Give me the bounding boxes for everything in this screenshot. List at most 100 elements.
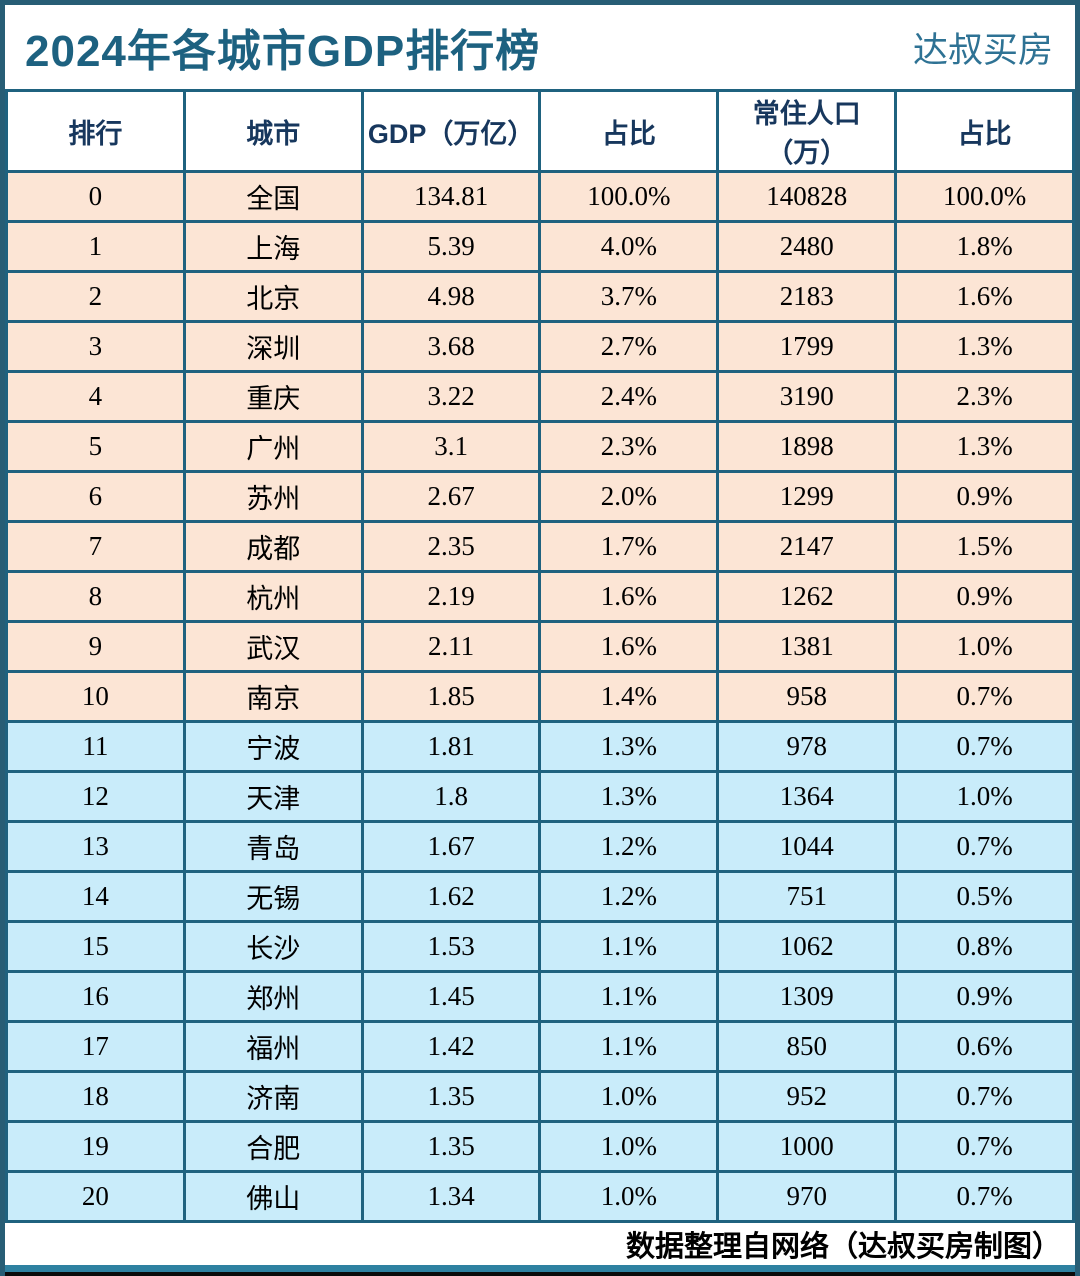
table-row: 0 全国 134.81 100.0% 140828 100.0% xyxy=(5,170,1075,223)
cell-gdp-share: 1.6% xyxy=(538,620,720,673)
cell-population-share: 1.3% xyxy=(894,320,1075,373)
cell-population: 1309 xyxy=(716,970,898,1023)
bottom-bar-black-line xyxy=(5,1272,1075,1276)
footer: 数据整理自网络（达叔买房制图） xyxy=(5,1223,1075,1265)
column-header-city: 城市 xyxy=(182,89,364,173)
cell-city: 广州 xyxy=(182,420,364,473)
cell-city: 福州 xyxy=(182,1020,364,1073)
cell-population: 140828 xyxy=(716,170,898,223)
table-row: 12 天津 1.8 1.3% 1364 1.0% xyxy=(5,770,1075,823)
cell-gdp: 2.11 xyxy=(360,620,542,673)
cell-population-share: 1.3% xyxy=(894,420,1075,473)
cell-gdp: 1.45 xyxy=(360,970,542,1023)
cell-gdp: 4.98 xyxy=(360,270,542,323)
cell-population: 2480 xyxy=(716,220,898,273)
cell-population: 1062 xyxy=(716,920,898,973)
cell-city: 佛山 xyxy=(182,1170,364,1223)
cell-population-share: 0.7% xyxy=(894,670,1075,723)
cell-population: 1799 xyxy=(716,320,898,373)
table-row: 8 杭州 2.19 1.6% 1262 0.9% xyxy=(5,570,1075,623)
table-row: 11 宁波 1.81 1.3% 978 0.7% xyxy=(5,720,1075,773)
cell-gdp: 1.35 xyxy=(360,1120,542,1173)
cell-city: 重庆 xyxy=(182,370,364,423)
cell-gdp: 3.1 xyxy=(360,420,542,473)
cell-gdp: 1.42 xyxy=(360,1020,542,1073)
table-row: 17 福州 1.42 1.1% 850 0.6% xyxy=(5,1020,1075,1073)
cell-gdp-share: 100.0% xyxy=(538,170,720,223)
cell-population: 970 xyxy=(716,1170,898,1223)
cell-population: 751 xyxy=(716,870,898,923)
table-row: 5 广州 3.1 2.3% 1898 1.3% xyxy=(5,420,1075,473)
brand-label: 达叔买房 xyxy=(912,30,1053,70)
column-header-population: 常住人口（万） xyxy=(716,89,898,173)
cell-gdp-share: 1.4% xyxy=(538,670,720,723)
cell-gdp: 1.35 xyxy=(360,1070,542,1123)
cell-gdp: 1.62 xyxy=(360,870,542,923)
cell-population: 1898 xyxy=(716,420,898,473)
cell-rank: 4 xyxy=(5,370,186,423)
cell-population-share: 1.8% xyxy=(894,220,1075,273)
bottom-bar xyxy=(5,1265,1075,1276)
cell-city: 郑州 xyxy=(182,970,364,1023)
cell-city: 杭州 xyxy=(182,570,364,623)
cell-city: 宁波 xyxy=(182,720,364,773)
cell-population-share: 0.9% xyxy=(894,470,1075,523)
cell-population-share: 1.0% xyxy=(894,770,1075,823)
cell-gdp: 1.53 xyxy=(360,920,542,973)
cell-city: 长沙 xyxy=(182,920,364,973)
cell-city: 全国 xyxy=(182,170,364,223)
cell-city: 成都 xyxy=(182,520,364,573)
cell-city: 无锡 xyxy=(182,870,364,923)
column-header-gdp-share: 占比 xyxy=(538,89,720,173)
cell-gdp-share: 1.2% xyxy=(538,870,720,923)
cell-rank: 9 xyxy=(5,620,186,673)
cell-gdp-share: 1.7% xyxy=(538,520,720,573)
cell-gdp: 2.67 xyxy=(360,470,542,523)
cell-gdp-share: 1.0% xyxy=(538,1120,720,1173)
cell-rank: 0 xyxy=(5,170,186,223)
cell-population-share: 0.8% xyxy=(894,920,1075,973)
cell-population-share: 0.7% xyxy=(894,820,1075,873)
cell-gdp-share: 1.1% xyxy=(538,920,720,973)
cell-population: 1299 xyxy=(716,470,898,523)
cell-rank: 1 xyxy=(5,220,186,273)
cell-gdp: 3.68 xyxy=(360,320,542,373)
cell-population-share: 0.9% xyxy=(894,970,1075,1023)
table-body: 0 全国 134.81 100.0% 140828 100.0% 1 上海 5.39 4.0% 24… xyxy=(5,170,1075,1223)
table-row: 10 南京 1.85 1.4% 958 0.7% xyxy=(5,670,1075,723)
cell-gdp: 1.67 xyxy=(360,820,542,873)
table-row: 13 青岛 1.67 1.2% 1044 0.7% xyxy=(5,820,1075,873)
column-header-population-share: 占比 xyxy=(894,89,1075,173)
cell-rank: 20 xyxy=(5,1170,186,1223)
cell-gdp-share: 4.0% xyxy=(538,220,720,273)
cell-gdp-share: 1.2% xyxy=(538,820,720,873)
cell-city: 济南 xyxy=(182,1070,364,1123)
cell-rank: 5 xyxy=(5,420,186,473)
table-row: 7 成都 2.35 1.7% 2147 1.5% xyxy=(5,520,1075,573)
cell-city: 青岛 xyxy=(182,820,364,873)
table-row: 14 无锡 1.62 1.2% 751 0.5% xyxy=(5,870,1075,923)
cell-city: 深圳 xyxy=(182,320,364,373)
table-row: 15 长沙 1.53 1.1% 1062 0.8% xyxy=(5,920,1075,973)
cell-rank: 14 xyxy=(5,870,186,923)
cell-gdp-share: 2.4% xyxy=(538,370,720,423)
table-row: 18 济南 1.35 1.0% 952 0.7% xyxy=(5,1070,1075,1123)
column-header-gdp: GDP（万亿） xyxy=(360,89,542,173)
cell-rank: 15 xyxy=(5,920,186,973)
cell-rank: 11 xyxy=(5,720,186,773)
cell-population-share: 0.9% xyxy=(894,570,1075,623)
cell-gdp-share: 1.3% xyxy=(538,770,720,823)
cell-city: 北京 xyxy=(182,270,364,323)
data-source-credit: 数据整理自网络（达叔买房制图） xyxy=(625,1231,1061,1263)
cell-rank: 8 xyxy=(5,570,186,623)
cell-gdp-share: 3.7% xyxy=(538,270,720,323)
cell-gdp: 1.81 xyxy=(360,720,542,773)
cell-rank: 2 xyxy=(5,270,186,323)
cell-population: 850 xyxy=(716,1020,898,1073)
cell-rank: 12 xyxy=(5,770,186,823)
cell-population-share: 100.0% xyxy=(894,170,1075,223)
cell-population-share: 0.7% xyxy=(894,720,1075,773)
cell-population-share: 0.7% xyxy=(894,1070,1075,1123)
table-header-row: 排行 城市 GDP（万亿） 占比 常住人口（万） 占比 xyxy=(5,89,1075,173)
table-row: 9 武汉 2.11 1.6% 1381 1.0% xyxy=(5,620,1075,673)
